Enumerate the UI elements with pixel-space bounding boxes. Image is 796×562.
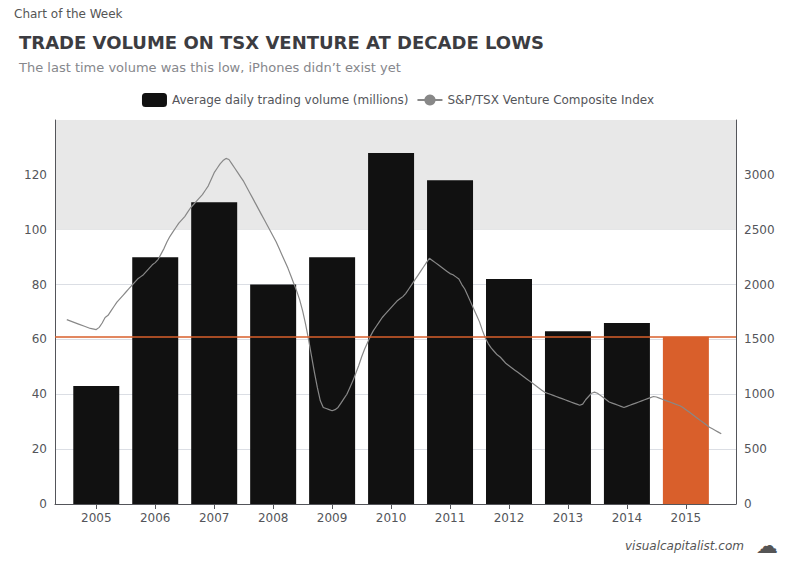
svg-text:2006: 2006 — [140, 511, 171, 525]
svg-text:2014: 2014 — [612, 511, 643, 525]
svg-text:2005: 2005 — [81, 511, 112, 525]
svg-text:2000: 2000 — [744, 278, 775, 292]
svg-text:The last time volume was this: The last time volume was this low, iPhon… — [18, 60, 401, 75]
svg-text:Chart of the Week: Chart of the Week — [14, 7, 123, 21]
svg-text:2012: 2012 — [494, 511, 525, 525]
svg-text:80: 80 — [32, 278, 47, 292]
svg-text:2007: 2007 — [199, 511, 230, 525]
svg-text:2013: 2013 — [553, 511, 584, 525]
svg-text:40: 40 — [32, 387, 47, 401]
svg-text:Average daily trading volume (: Average daily trading volume (millions) — [172, 93, 408, 107]
svg-text:S&P/TSX Venture Composite Inde: S&P/TSX Venture Composite Index — [447, 93, 654, 107]
svg-text:visualcapitalist.com: visualcapitalist.com — [625, 539, 744, 553]
svg-text:120: 120 — [24, 168, 47, 182]
svg-text:0: 0 — [744, 497, 752, 511]
svg-text:2009: 2009 — [317, 511, 348, 525]
svg-text:500: 500 — [744, 442, 767, 456]
svg-text:☁: ☁ — [756, 533, 778, 558]
svg-text:3000: 3000 — [744, 168, 775, 182]
svg-text:1500: 1500 — [744, 332, 775, 346]
svg-text:2011: 2011 — [435, 511, 466, 525]
svg-text:60: 60 — [32, 332, 47, 346]
svg-text:100: 100 — [24, 223, 47, 237]
svg-text:2010: 2010 — [376, 511, 407, 525]
svg-text:0: 0 — [39, 497, 47, 511]
svg-text:2015: 2015 — [671, 511, 702, 525]
svg-text:2500: 2500 — [744, 223, 775, 237]
svg-text:1000: 1000 — [744, 387, 775, 401]
svg-text:2008: 2008 — [258, 511, 289, 525]
svg-text:TRADE VOLUME ON TSX VENTURE AT: TRADE VOLUME ON TSX VENTURE AT DECADE LO… — [19, 32, 544, 53]
svg-text:20: 20 — [32, 442, 47, 456]
